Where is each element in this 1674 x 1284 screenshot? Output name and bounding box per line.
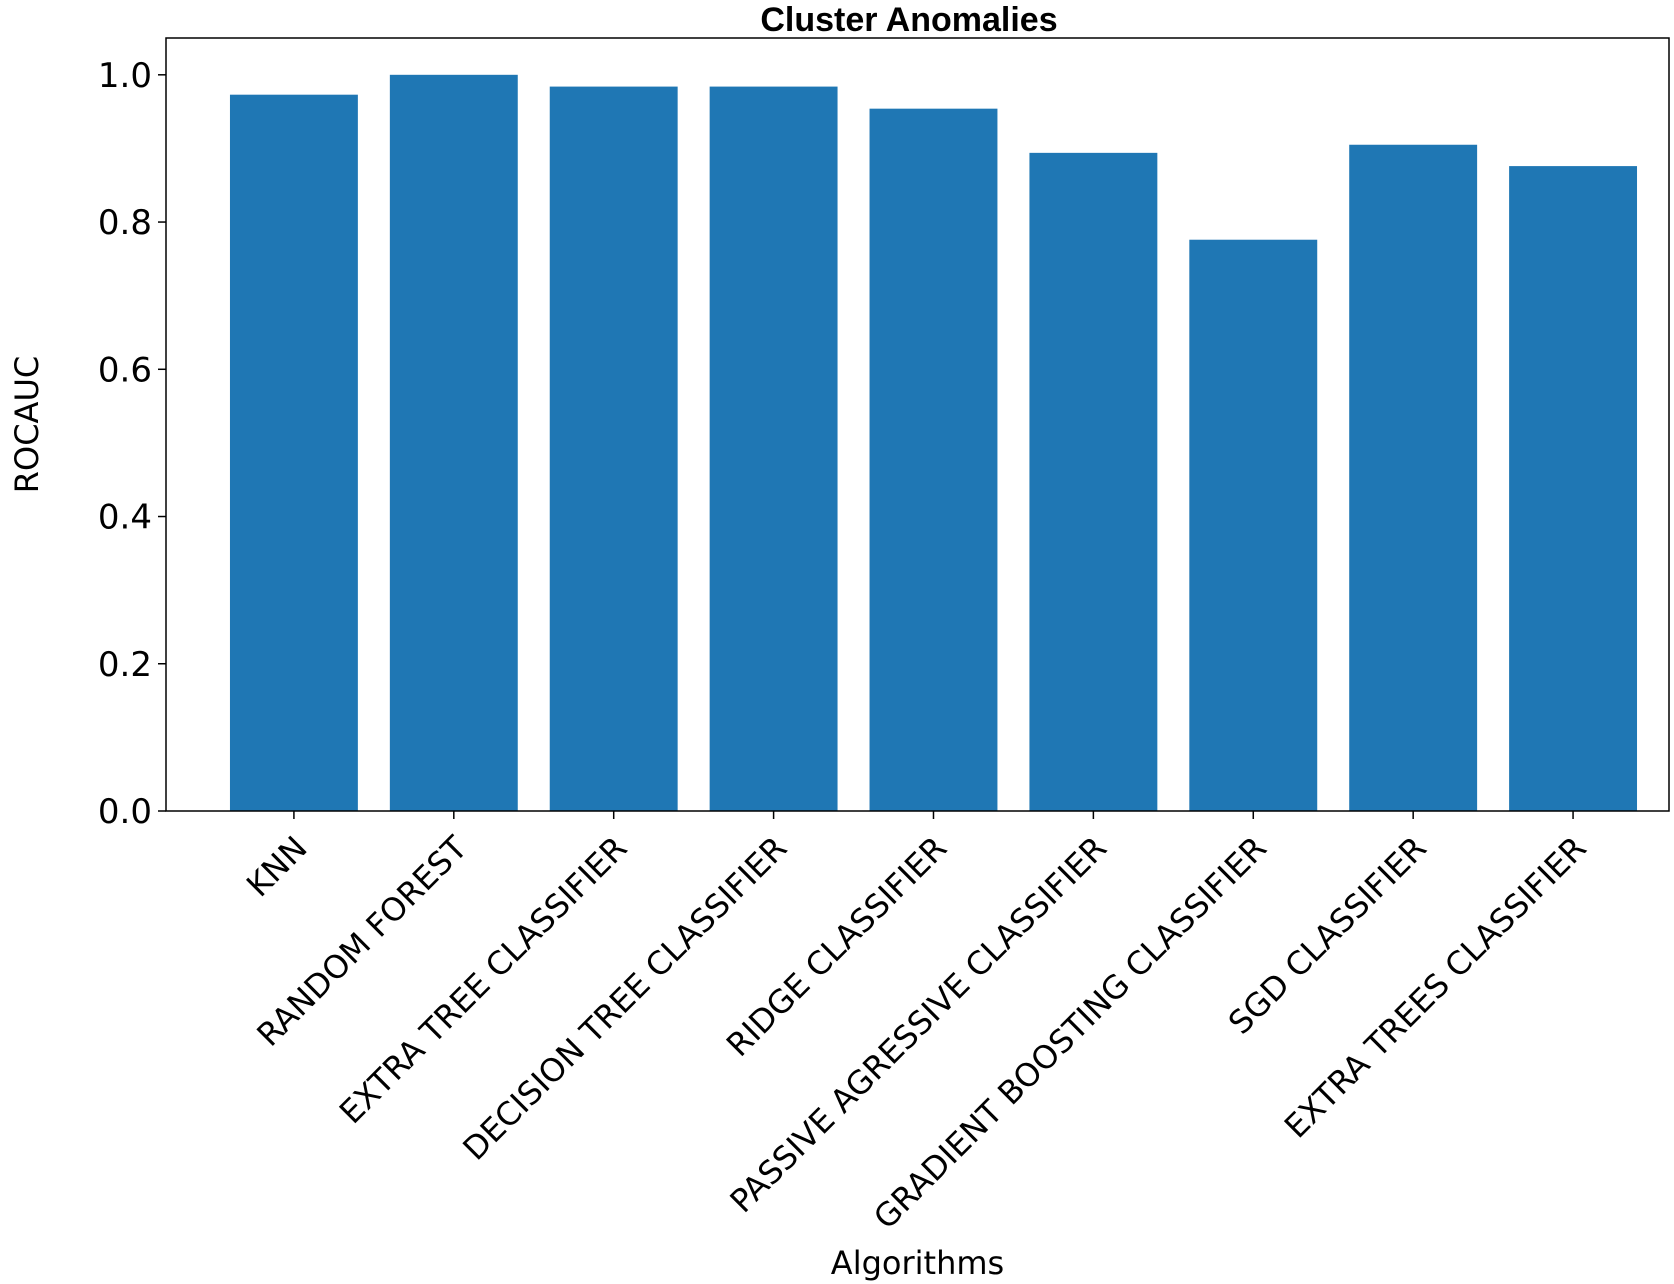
bar (1349, 144, 1478, 811)
y-tick-label: 0.2 (98, 645, 152, 685)
y-tick-label: 0.4 (98, 498, 152, 538)
bar (1509, 166, 1638, 812)
y-axis-label: ROCAUC (8, 356, 46, 493)
x-axis-label: Algorithms (831, 1244, 1004, 1282)
bar (389, 74, 518, 811)
bar (709, 86, 838, 812)
bar (549, 86, 678, 812)
y-axis: 0.0 0.2 0.4 0.6 0.8 1.0 (98, 56, 166, 832)
bar (229, 94, 358, 811)
bar (869, 108, 998, 812)
y-tick-label: 0.6 (98, 350, 152, 390)
bar (1189, 239, 1318, 812)
y-tick-label: 1.0 (98, 56, 152, 96)
bar (1029, 152, 1158, 812)
chart-title: Cluster Anomalies (760, 1, 1057, 39)
bars-layer (229, 74, 1638, 812)
y-tick-label: 0.8 (98, 203, 152, 243)
y-tick-label: 0.0 (98, 792, 152, 832)
plot-frame (165, 37, 1670, 812)
